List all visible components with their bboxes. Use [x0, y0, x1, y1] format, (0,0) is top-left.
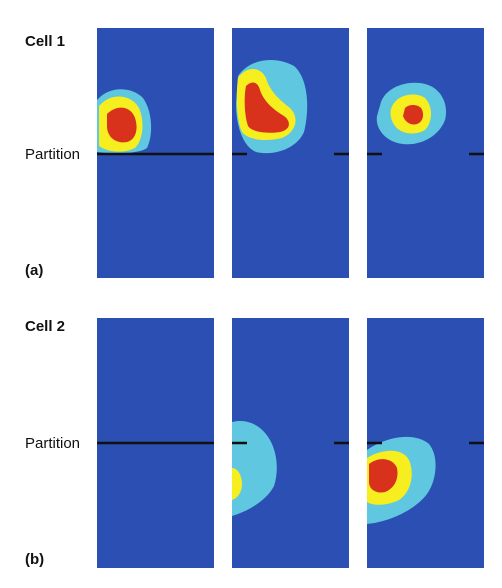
- cell2-title: Cell 2: [25, 318, 66, 335]
- cell2-panel-1: [97, 318, 214, 568]
- cell1-panel-1: [97, 28, 214, 278]
- cell2-partition-label: Partition: [25, 435, 81, 452]
- firing-field-high: [107, 107, 137, 143]
- cell2-panel-3: [367, 318, 484, 568]
- firing-field-high: [403, 105, 424, 125]
- cell2-panel-label: (b): [25, 551, 45, 568]
- firing-field-high: [244, 82, 289, 133]
- cell1-panel-2: [232, 28, 349, 278]
- cell1-partition-label: Partition: [25, 146, 81, 163]
- field-background: [367, 28, 484, 278]
- firing-field-mid: [232, 468, 242, 500]
- firing-field-low: [232, 420, 277, 516]
- cell1-panel-label: (a): [25, 262, 44, 279]
- cell1-panel-3: [367, 28, 484, 278]
- cell1-title: Cell 1: [25, 33, 66, 50]
- cell2-panel-2: [232, 318, 349, 568]
- firing-field-high: [369, 459, 398, 493]
